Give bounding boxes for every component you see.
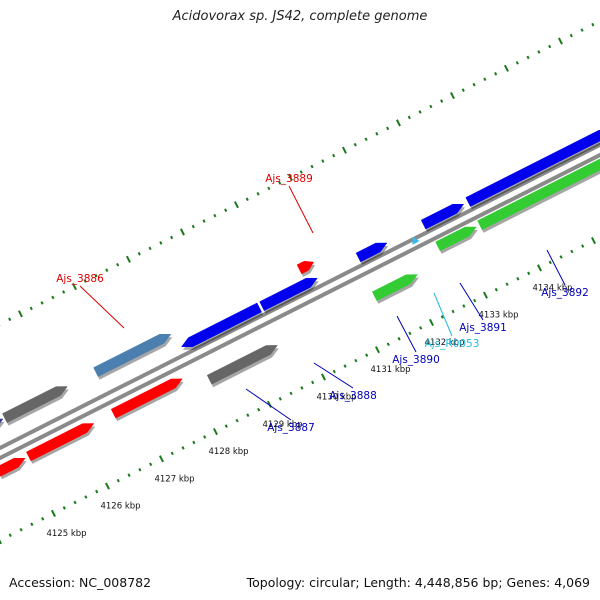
genome-summary-text: Topology: circular; Length: 4,448,856 bp… <box>246 575 590 590</box>
outer-tick-row <box>0 22 595 326</box>
gene-label-leader <box>459 282 484 321</box>
gene-label: Ajs_R0053 <box>425 338 480 350</box>
scale-label: 4125 kbp <box>46 529 86 539</box>
backbone-outer <box>0 142 600 451</box>
gene-arrow <box>0 458 27 480</box>
gene-label-leader <box>288 185 314 234</box>
gene-label: Ajs_3891 <box>459 322 507 334</box>
scale-label: 4129 kbp <box>263 420 303 430</box>
gene-arrow <box>477 158 600 233</box>
gene-arrow <box>0 418 5 429</box>
gene-label-leader <box>79 285 125 329</box>
gene-label-leader <box>433 292 453 337</box>
gene-arrow <box>355 242 389 265</box>
gene-arrow <box>110 378 184 422</box>
map-title: Acidovorax sp. JS42, complete genome <box>172 9 428 24</box>
gene-arrow <box>435 226 478 254</box>
gene-arrow <box>371 274 419 304</box>
gene-arrow <box>26 423 96 464</box>
scale-label: 4126 kbp <box>100 502 140 512</box>
scale-label: 4127 kbp <box>154 474 194 484</box>
scale-label: 4130 kbp <box>317 393 357 403</box>
gene-arrow <box>420 203 466 232</box>
gene-arrow <box>465 130 600 210</box>
gene-arrow <box>259 277 319 314</box>
backbone-inner <box>0 152 600 461</box>
inner-tick-row <box>0 237 596 545</box>
gene-label: Ajs_3892 <box>541 287 589 299</box>
gene-arrow <box>206 345 279 388</box>
rna-marker <box>412 236 420 245</box>
gene-label: Ajs_3889 <box>265 173 313 185</box>
gene-label: Ajs_3890 <box>392 354 440 366</box>
accession-text: Accession: NC_008782 <box>9 575 152 590</box>
gene-label-leader <box>546 249 566 286</box>
gene-label: Ajs_3886 <box>56 273 104 285</box>
scale-label: 4128 kbp <box>209 447 249 457</box>
scale-label: 4131 kbp <box>371 365 411 375</box>
gene-arrow <box>2 386 69 426</box>
gene-arrow <box>93 333 173 380</box>
scale-label: 4132 kbp <box>425 338 465 348</box>
gene-arrow <box>181 302 263 350</box>
scale-label: 4134 kbp <box>533 283 573 293</box>
scale-label: 4133 kbp <box>479 311 519 321</box>
gene-label-leader <box>245 388 292 421</box>
gene-label-leader <box>313 362 354 389</box>
gene-label-leader <box>396 315 417 353</box>
gene-label: Ajs_3887 <box>267 422 315 434</box>
gene-label: Ajs_3888 <box>329 390 377 402</box>
gene-arrow <box>296 260 316 277</box>
